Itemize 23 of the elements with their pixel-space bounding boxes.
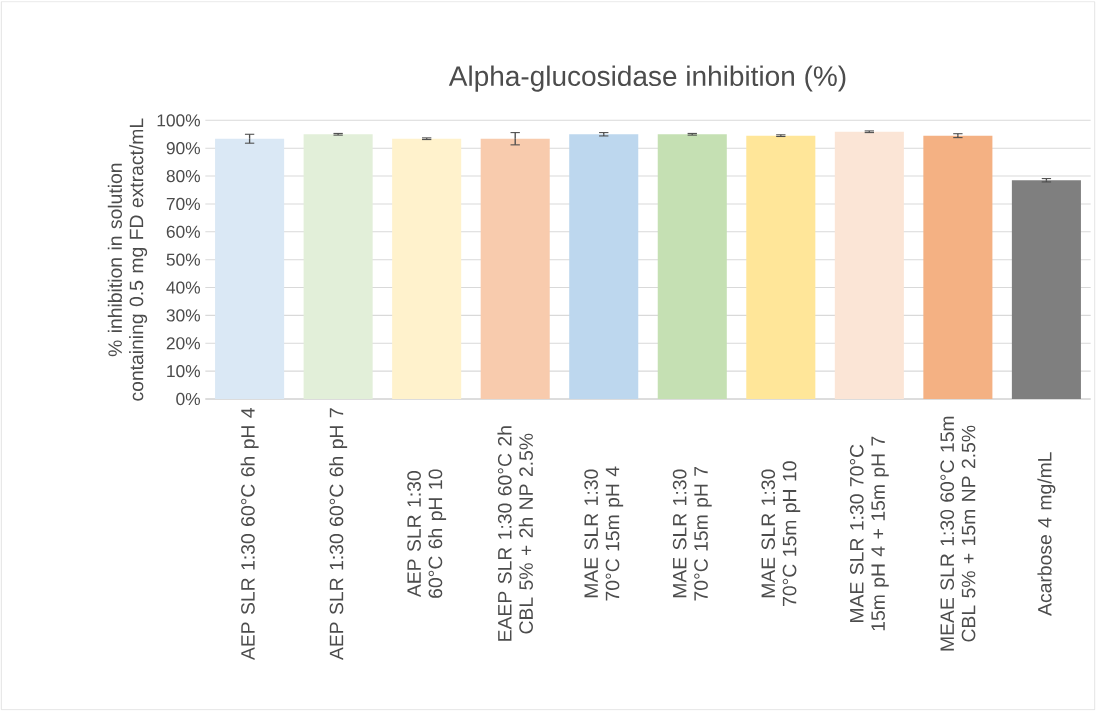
y-tick-label: 40% [166,281,201,294]
y-tick-label: 0% [176,392,201,406]
chart-title: Alpha-glucosidase inhibition (%) [448,65,846,92]
y-tick-label: 80% [166,169,201,183]
y-tick-label: 60% [166,225,201,238]
y-tick-label: 20% [166,337,201,350]
x-tick-label: MAE SLR 1:30 70°C 15m pH 4 + 15m pH 7 [849,436,889,631]
x-tick-label: MAE SLR 1:30 70°C 15m pH 4 [584,466,624,601]
x-tick-label: MAE SLR 1:30 70°C 15m pH 10 [761,461,801,606]
y-tick-label: 30% [166,309,201,322]
x-tick-label: AEP SLR 1:30 60°C 6h pH 10 [407,469,447,598]
x-tick-label: EAEP SLR 1:30 60°C 2h CBL 5% + 2h NP 2.5% [497,426,533,641]
y-tick-label: 100% [157,114,201,127]
x-tick-label: AEP SLR 1:30 60°C 6h pH 4 [240,407,259,661]
x-tick-label: Acarbose 4 mg/mL [1037,452,1056,616]
x-tick-label: MAE SLR 1:30 70°C 15m pH 7 [672,466,712,601]
y-tick-label: 70% [166,197,201,211]
y-tick-label: 50% [166,253,201,266]
y-axis-title: % inhibition in solution containing 0.5 mg FD extract/mL [107,118,148,401]
x-tick-label: AEP SLR 1:30 60°C 6h pH 7 [329,408,348,661]
y-tick-label: 90% [166,142,201,155]
y-tick-label: 10% [167,365,201,378]
x-tick-label: MEAE SLR 1:30 60°C 15m CBL 5% + 15m NP 2.5% [940,416,976,651]
